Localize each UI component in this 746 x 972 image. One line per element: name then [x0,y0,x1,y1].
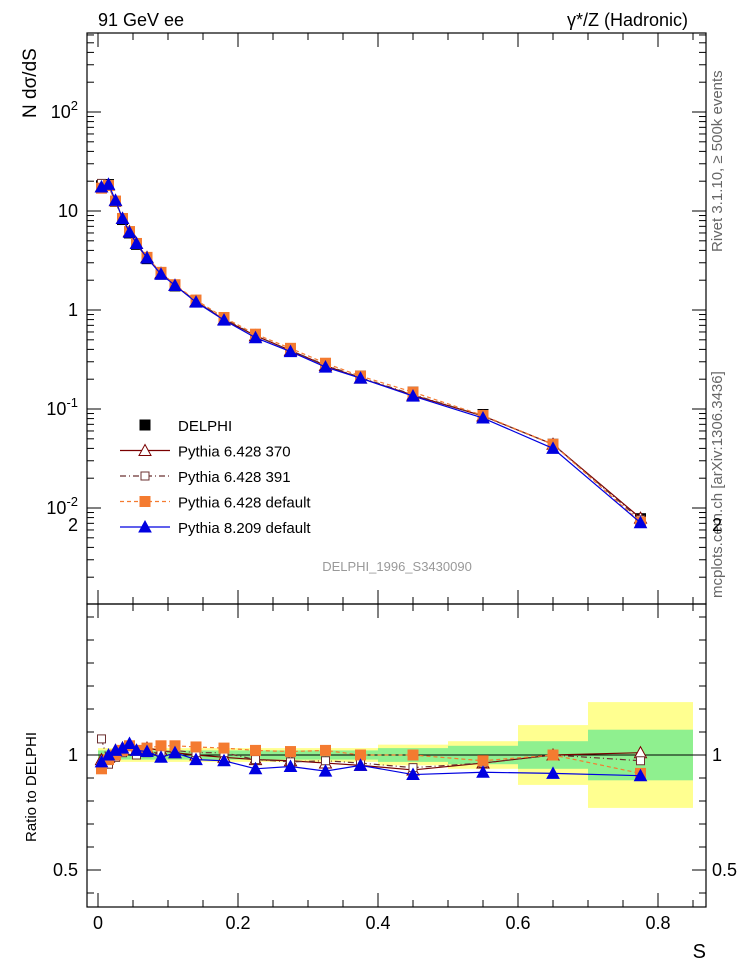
main-y-axis-title: N dσ/dS [20,48,41,118]
y-tick-label: 10-2 [46,494,78,518]
ratio-point-2-15 [407,749,419,761]
ratio-point-2-11 [250,744,261,756]
main-point-4-4 [122,225,137,238]
y-tick-label-exp: -2 [66,494,78,509]
ratio-point-2-9 [190,741,202,753]
ratio-point-3-6 [140,744,154,758]
main-point-4-13 [318,360,333,373]
y-tick-label-base: 10 [51,102,71,122]
x-tick-label: 0.8 [645,913,670,933]
main-point-4-1 [101,177,116,190]
ratio-point-3-5 [129,743,144,756]
ratio-point-2-17 [547,749,559,761]
main-point-4-5 [129,236,144,249]
y-tick-label: 1 [68,300,78,320]
main-point-4-12 [283,344,298,358]
legend-marker-4 [138,519,152,533]
legend-marker-1 [138,443,152,456]
left-title: 91 GeV ee [98,10,184,30]
ratio-point-2-16 [477,755,489,767]
ratio-y-axis-title: Ratio to DELPHI [23,732,40,842]
rivet-label: Rivet 3.1.10, ≥ 500k events [709,70,726,252]
main-point-4-9 [189,295,203,308]
ratio-point-3-10 [217,753,231,767]
ratio-point-2-10 [218,742,230,754]
ratio-point-3-18 [633,768,648,782]
ratio-point-3-7 [154,750,168,763]
ratio-y-tick-label-left: 2 [68,515,78,535]
ratio-y-tick-label-right: 0.5 [712,860,737,880]
legend-marker-2 [140,471,150,481]
mcplots-label: mcplots.cern.ch [arXiv:1306.3436] [709,371,726,598]
ratio-y-tick-label-left: 0.5 [53,860,78,880]
ratio-point-3-12 [283,759,298,772]
y-tick-label-base: 10 [46,498,66,518]
ratio-point-2-7 [155,740,167,752]
main-point-4-2 [108,193,123,206]
y-tick-label-base: 10 [46,399,66,419]
ratio-point-2-12 [285,746,296,758]
ratio-y-tick-label-right: 1 [712,745,722,765]
ratio-point-2-13 [320,744,331,756]
ratio-point-3-15 [406,767,420,781]
main-point-4-3 [115,211,130,224]
main-point-4-18 [633,515,648,529]
main-point-4-11 [248,330,263,344]
ratio-point-3-4 [122,736,137,749]
main-point-4-10 [217,313,231,326]
right-title: γ*/Z (Hadronic) [567,10,688,30]
main-point-4-8 [168,278,182,291]
ratio-y-tick-label-right: 2 [712,515,722,535]
ratio-point-3-17 [546,766,560,779]
main-point-4-6 [140,250,154,264]
main-frame [86,32,707,605]
legend-label-0: DELPHI [178,418,232,435]
x-tick-label: 0.4 [365,913,390,933]
ratio-point-3-13 [318,764,333,777]
legend: DELPHI Pythia 6.428 370 Pythia 6.428 391 Py… [120,418,311,537]
y-tick-label: 102 [51,98,78,122]
main-point-4-15 [406,389,420,402]
ratio-point-1-18 [636,756,645,766]
ratio-point-3-9 [189,752,203,766]
x-tick-label: 0 [93,913,103,933]
ratio-point-3-16 [476,765,490,778]
ratio-y-tick-label-left: 1 [68,745,78,765]
legend-marker-0 [139,419,151,431]
ratio-point-1-0 [97,734,106,744]
main-point-4-14 [353,371,368,384]
y-tick-label: 10 [58,201,78,221]
y-tick-label: 10-1 [46,395,78,419]
ratio-point-3-14 [353,758,368,771]
main-point-4-16 [476,411,490,424]
x-tick-label: 0.2 [225,913,250,933]
y-tick-label-exp: -1 [66,395,78,410]
legend-label-2: Pythia 6.428 391 [178,469,291,486]
ratio-point-3-11 [248,761,263,775]
legend-label-1: Pythia 6.428 370 [178,444,291,461]
legend-label-4: Pythia 8.209 default [178,520,311,537]
ratio-point-3-0 [94,754,109,768]
x-tick-label: 0.6 [505,913,530,933]
analysis-label: DELPHI_1996_S3430090 [322,559,472,574]
main-point-4-7 [154,267,168,280]
legend-marker-3 [139,496,151,507]
y-tick-label-exp: 2 [71,98,78,113]
x-axis-title: S [693,941,706,963]
main-point-4-17 [546,441,560,454]
ratio-point-3-8 [168,745,182,759]
ratio-point-1-13 [321,756,330,766]
legend-label-3: Pythia 6.428 default [178,495,311,512]
series-layer [94,177,648,782]
